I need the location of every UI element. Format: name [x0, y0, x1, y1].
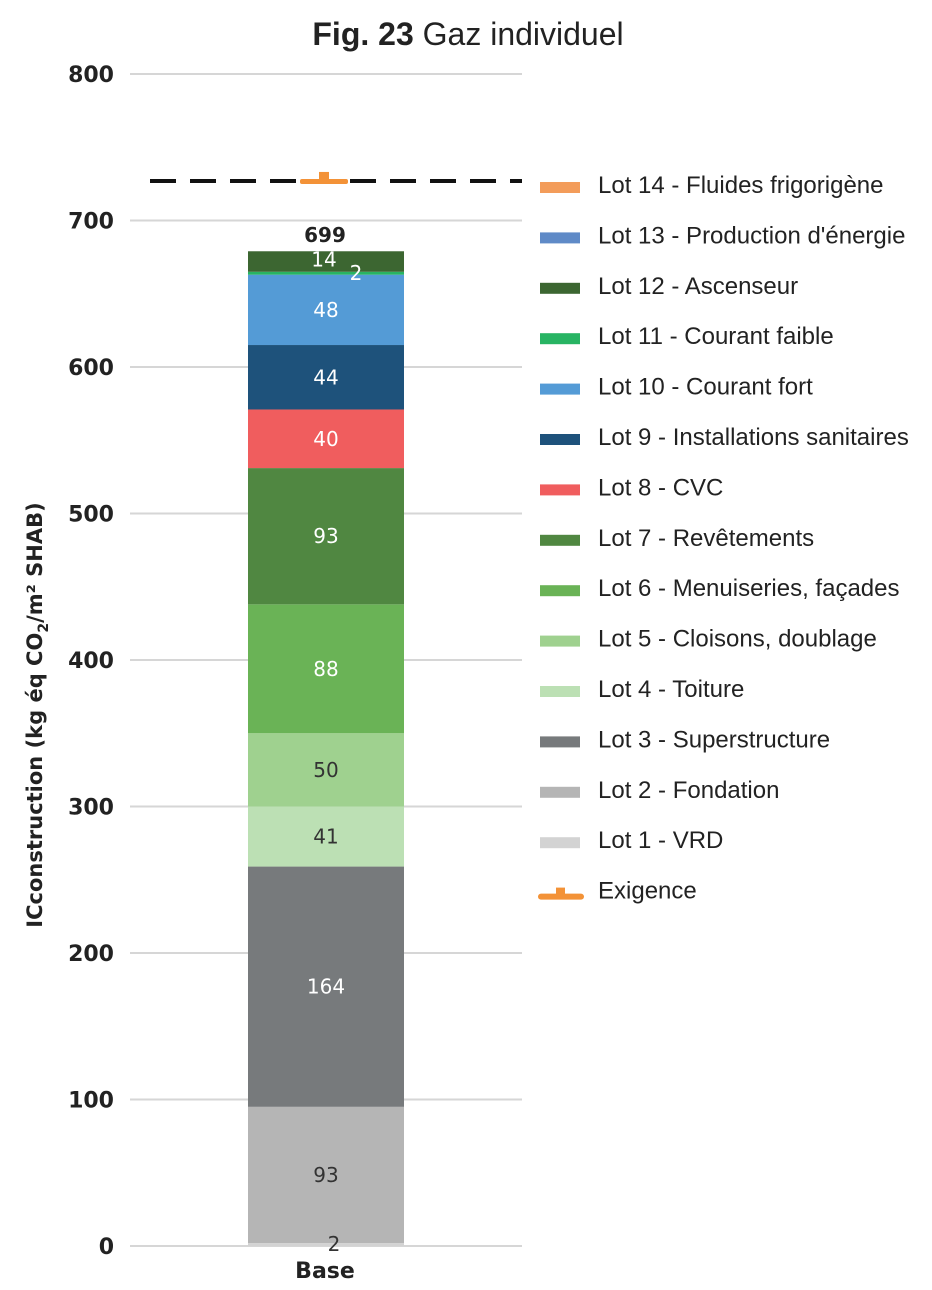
bar-data-label: 44	[313, 365, 338, 389]
bar-segment	[248, 271, 404, 275]
total-label: 699	[304, 223, 346, 247]
y-axis-label: ICconstruction (kg éq CO2/m² SHAB)	[23, 502, 52, 927]
legend-label: Lot 12 - Ascenseur	[598, 273, 798, 300]
bar-data-label: 40	[313, 427, 338, 451]
y-tick-label: 800	[68, 63, 114, 88]
legend-label: Lot 2 - Fondation	[598, 777, 779, 804]
legend-swatch	[540, 736, 580, 748]
bar-data-label: 164	[307, 975, 345, 999]
bar-data-label: 2	[328, 1232, 341, 1256]
bar-segment	[248, 409, 404, 469]
legend-label: Lot 7 - Revêtements	[598, 525, 814, 552]
legend-label: Lot 13 - Production d'énergie	[598, 222, 905, 249]
requirement-marker	[150, 171, 522, 184]
legend-swatch-tab	[556, 887, 565, 895]
legend-swatch	[540, 383, 580, 395]
bar-segment	[248, 1106, 404, 1244]
legend-label: Exigence	[598, 878, 697, 905]
legend-label: Lot 11 - Courant faible	[598, 323, 834, 350]
legend-item: Lot 8 - CVC	[540, 474, 723, 501]
legend-label: Lot 8 - CVC	[598, 474, 723, 501]
legend-label: Lot 10 - Courant fort	[598, 374, 813, 401]
chart-title: Fig. 23 Gaz individuel	[312, 16, 623, 52]
legend-label: Lot 4 - Toiture	[598, 676, 744, 703]
legend-item: Lot 4 - Toiture	[540, 676, 744, 703]
legend-item: Lot 14 - Fluides frigorigène	[540, 172, 884, 199]
legend-item: Lot 7 - Revêtements	[540, 525, 814, 552]
y-axis-ticks: 0 100 200 300 400 500 600 700 800	[68, 63, 114, 1260]
y-axis-label-subscript: 2	[36, 623, 52, 633]
legend-swatch	[540, 484, 580, 496]
bar-segment	[248, 733, 404, 807]
bar-segment	[248, 806, 404, 867]
legend-item: Lot 9 - Installations sanitaires	[540, 424, 909, 451]
legend-swatch	[540, 686, 580, 697]
legend-item: Lot 12 - Ascenseur	[540, 273, 798, 300]
bar-segment	[248, 468, 404, 605]
bar-data-label: 88	[313, 657, 338, 681]
legend-item: Lot 2 - Fondation	[540, 777, 779, 804]
bar-segment	[248, 604, 404, 734]
legend-item: Lot 3 - Superstructure	[540, 726, 830, 753]
chart-title-main: Gaz individuel	[423, 16, 624, 52]
legend-item: Lot 1 - VRD	[540, 827, 723, 854]
requirement-tab	[319, 171, 329, 180]
legend-swatch	[540, 333, 580, 345]
y-tick-label: 100	[68, 1089, 114, 1114]
legend-label: Lot 14 - Fluides frigorigène	[598, 172, 884, 199]
y-tick-label: 400	[68, 649, 114, 674]
legend-label: Lot 3 - Superstructure	[598, 726, 830, 753]
bar-data-label: 41	[313, 825, 338, 849]
segment-labels: 2 93 164 41 50 88 93 40 44 48 2 14	[307, 248, 362, 1257]
legend-item: Lot 5 - Cloisons, doublage	[540, 626, 877, 653]
legend-label: Lot 1 - VRD	[598, 827, 723, 854]
legend-item: Lot 6 - Menuiseries, façades	[540, 575, 900, 602]
bar-data-label: 14	[311, 248, 336, 272]
legend-item: Lot 10 - Courant fort	[540, 374, 813, 401]
legend-swatch	[540, 282, 580, 294]
y-tick-label: 0	[99, 1235, 114, 1260]
requirement-bar	[300, 178, 348, 184]
legend-item: Lot 11 - Courant faible	[540, 323, 834, 350]
legend-swatch	[540, 182, 580, 193]
y-axis-label-part: /m² SHAB)	[23, 502, 47, 623]
y-tick-label: 300	[68, 796, 114, 821]
bar-data-label: 2	[350, 261, 363, 285]
bar-segment	[248, 866, 404, 1107]
bar-segment	[248, 345, 404, 410]
legend-item: Lot 13 - Production d'énergie	[540, 222, 905, 249]
bar-data-label: 50	[313, 758, 338, 782]
legend-label: Lot 6 - Menuiseries, façades	[598, 575, 900, 602]
y-tick-label: 600	[68, 356, 114, 381]
bar-segment	[248, 251, 404, 272]
bar-stack	[248, 251, 404, 1246]
legend-label: Lot 9 - Installations sanitaires	[598, 424, 909, 451]
x-tick-label: Base	[295, 1259, 355, 1284]
bar-data-label: 93	[313, 1163, 338, 1187]
y-axis-label-part: ICconstruction (kg éq CO	[23, 633, 47, 928]
y-tick-label: 500	[68, 503, 114, 528]
legend-label: Lot 5 - Cloisons, doublage	[598, 626, 877, 653]
bar-data-label: 48	[313, 298, 338, 322]
legend-swatch	[540, 434, 580, 445]
legend-swatch	[540, 837, 580, 849]
legend-swatch	[540, 635, 580, 647]
legend: Lot 14 - Fluides frigorigène Lot 13 - Pro…	[538, 172, 909, 905]
legend-swatch	[540, 786, 580, 798]
y-tick-label: 700	[68, 210, 114, 235]
legend-swatch	[540, 534, 580, 546]
legend-swatch	[538, 893, 584, 900]
bar-data-label: 93	[313, 524, 338, 548]
chart-title-prefix: Fig. 23	[312, 16, 413, 52]
bar-segment	[248, 1243, 404, 1246]
legend-swatch	[540, 585, 580, 597]
y-tick-label: 200	[68, 942, 114, 967]
legend-swatch	[540, 232, 580, 244]
legend-item: Exigence	[538, 878, 697, 905]
bar-segment	[248, 274, 404, 346]
